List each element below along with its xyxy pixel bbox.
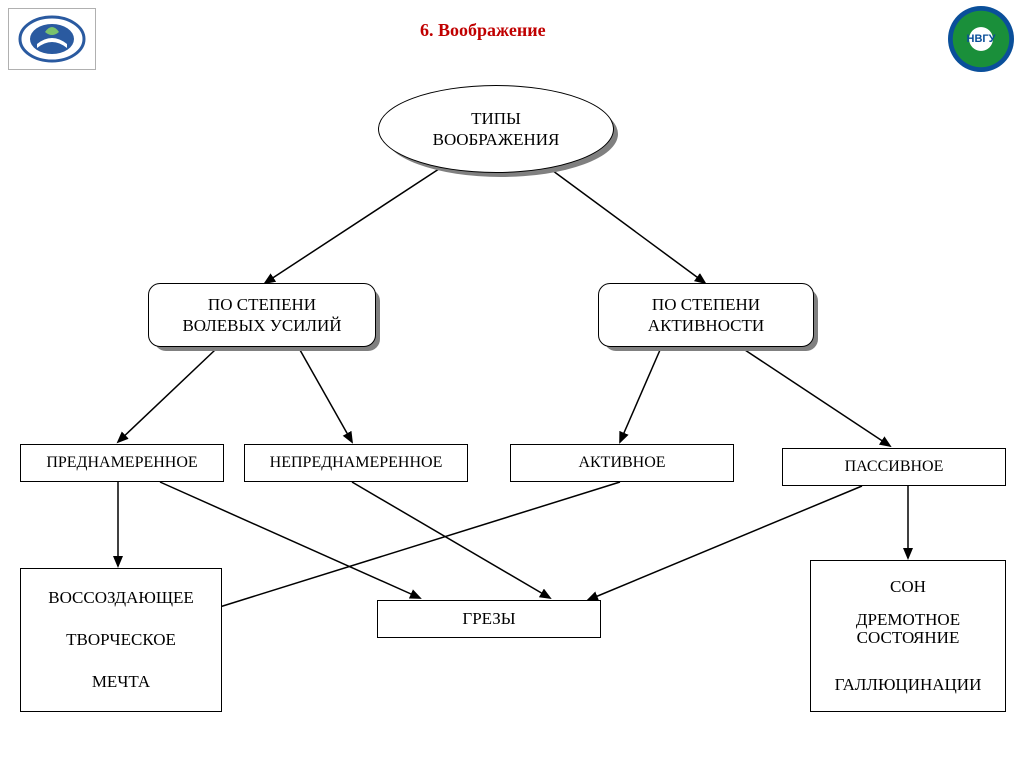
volitional-line1: ПО СТЕПЕНИ <box>208 295 316 314</box>
active-text: АКТИВНОЕ <box>578 453 665 474</box>
intentional-node: ПРЕДНАМЕРЕННОЕ <box>20 444 224 482</box>
root-node: ТИПЫ ВООБРАЖЕНИЯ <box>378 85 614 173</box>
logo-left <box>8 8 96 70</box>
sleep-l2: ДРЕМОТНОЕ СОСТОЯНИЕ <box>815 611 1001 648</box>
recreating-l2: ТВОРЧЕСКОЕ <box>66 629 176 651</box>
passive-text: ПАССИВНОЕ <box>845 457 944 478</box>
active-node: АКТИВНОЕ <box>510 444 734 482</box>
sleep-l1: СОН <box>890 576 926 598</box>
dreams-node: ГРЕЗЫ <box>377 600 601 638</box>
sleep-l4: ГАЛЛЮЦИНАЦИИ <box>835 674 982 696</box>
logo-right-text: НВГУ <box>967 33 996 45</box>
activity-line1: ПО СТЕПЕНИ <box>652 295 760 314</box>
intentional-text: ПРЕДНАМЕРЕННОЕ <box>46 453 197 474</box>
unintentional-node: НЕПРЕДНАМЕРЕННОЕ <box>244 444 468 482</box>
page-title: 6. Воображение <box>420 20 546 41</box>
activity-line2: АКТИВНОСТИ <box>648 316 764 335</box>
recreating-l1: ВОССОЗДАЮЩЕЕ <box>48 587 194 609</box>
root-line1: ТИПЫ <box>471 109 521 128</box>
logo-right: НВГУ <box>948 6 1014 72</box>
volitional-line2: ВОЛЕВЫХ УСИЛИЙ <box>182 316 341 335</box>
root-line2: ВООБРАЖЕНИЯ <box>433 130 560 149</box>
recreating-node: ВОССОЗДАЮЩЕЕ ТВОРЧЕСКОЕ МЕЧТА <box>20 568 222 712</box>
recreating-l3: МЕЧТА <box>92 671 150 693</box>
unintentional-text: НЕПРЕДНАМЕРЕННОЕ <box>270 453 443 474</box>
passive-node: ПАССИВНОЕ <box>782 448 1006 486</box>
volitional-node: ПО СТЕПЕНИ ВОЛЕВЫХ УСИЛИЙ <box>148 283 376 347</box>
dreams-text: ГРЕЗЫ <box>462 608 515 630</box>
sleep-node: СОН ДРЕМОТНОЕ СОСТОЯНИЕ ГАЛЛЮЦИНАЦИИ <box>810 560 1006 712</box>
activity-node: ПО СТЕПЕНИ АКТИВНОСТИ <box>598 283 814 347</box>
